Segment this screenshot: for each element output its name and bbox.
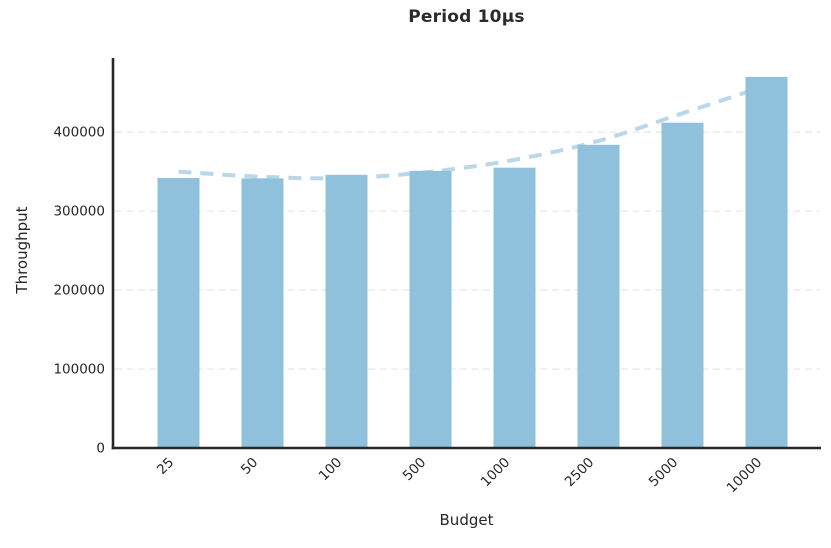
x-tick-label: 500 bbox=[400, 455, 430, 485]
x-tick-label: 5000 bbox=[646, 455, 682, 491]
bar-2500 bbox=[577, 144, 620, 449]
x-tick-label: 10000 bbox=[724, 455, 766, 497]
bar-25 bbox=[157, 178, 200, 448]
x-tick-label: 2500 bbox=[562, 455, 598, 491]
bar-1000 bbox=[493, 167, 536, 448]
bar-10000 bbox=[745, 76, 788, 449]
y-tick-label: 100000 bbox=[53, 362, 105, 378]
x-tick-label: 1000 bbox=[478, 455, 514, 491]
y-tick-label: 200000 bbox=[53, 283, 105, 299]
bar-5000 bbox=[661, 122, 704, 448]
x-tick-label: 100 bbox=[316, 455, 346, 485]
bar-500 bbox=[409, 170, 452, 448]
x-axis-label: Budget bbox=[439, 511, 494, 529]
y-tick-label: 400000 bbox=[53, 125, 105, 141]
x-tick-label: 25 bbox=[154, 455, 177, 478]
trend-line bbox=[178, 83, 768, 181]
x-tick-label: 50 bbox=[238, 455, 261, 478]
y-tick-label: 300000 bbox=[53, 204, 105, 220]
y-tick-label: 0 bbox=[96, 441, 105, 457]
chart-title: Period 10μs bbox=[408, 7, 525, 27]
bar-50 bbox=[241, 178, 284, 448]
bar-100 bbox=[325, 174, 368, 449]
